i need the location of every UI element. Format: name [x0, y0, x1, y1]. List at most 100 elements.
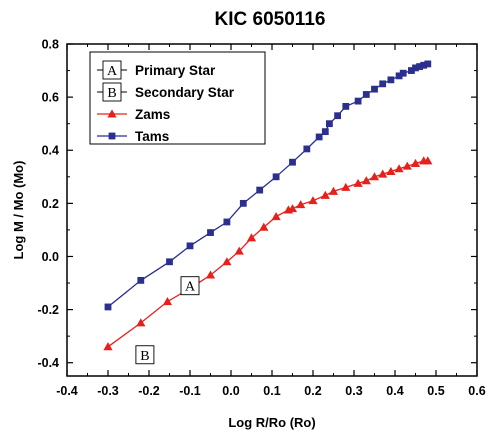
- data-point-zams: [296, 200, 306, 209]
- legend-label: Tams: [135, 129, 169, 144]
- data-point-zams: [353, 178, 363, 187]
- x-tick-label: 0.6: [468, 384, 485, 398]
- x-tick-label: 0.5: [427, 384, 444, 398]
- chart-title: KIC 6050116: [215, 9, 326, 30]
- series-layer: [103, 60, 433, 351]
- data-point-zams: [378, 169, 388, 178]
- y-tick-label: 0.0: [42, 250, 59, 264]
- series-line-tams: [107, 63, 428, 308]
- y-tick-label: 0.8: [42, 38, 59, 52]
- x-tick-label: 0.0: [222, 384, 239, 398]
- data-point-tams: [412, 64, 419, 72]
- x-tick-label: 0.2: [304, 384, 321, 398]
- series-zams: [103, 156, 433, 351]
- series-tams: [104, 60, 432, 311]
- data-point-zams: [205, 270, 216, 279]
- legend-box-marker: [102, 82, 122, 102]
- data-point-tams: [239, 199, 247, 207]
- data-point-zams: [259, 222, 269, 231]
- data-point-tams: [399, 69, 407, 77]
- y-tick-label: 0.4: [42, 144, 59, 158]
- data-point-tams: [420, 61, 428, 69]
- x-tick-label: 0.4: [386, 384, 403, 398]
- data-point-zams: [103, 342, 113, 351]
- x-tick-label: 0.1: [263, 384, 280, 398]
- x-tick-label: -0.1: [179, 384, 201, 398]
- data-point-tams: [424, 60, 432, 68]
- data-point-tams: [371, 85, 378, 93]
- legend-marker: [107, 109, 117, 118]
- axis-ticks: -0.4 -0.3 -0.2 -0.1 0.0 0.1 0.2 0.3 0.4 0.5 0.6 -0.…: [37, 38, 485, 399]
- data-point-zams: [308, 196, 318, 205]
- legend-label: Primary Star: [135, 63, 216, 78]
- data-point-tams: [315, 133, 323, 141]
- legend-item-3: Zams: [97, 107, 170, 122]
- data-point-tams: [166, 258, 173, 266]
- series-line-zams: [107, 160, 428, 348]
- x-tick-label: -0.4: [56, 384, 78, 398]
- data-point-tams: [326, 120, 333, 128]
- y-tick-label: 0.2: [42, 197, 59, 211]
- data-point-tams: [223, 218, 231, 226]
- data-point-tams: [256, 186, 264, 194]
- data-point-zams: [246, 233, 257, 242]
- data-point-zams: [402, 161, 412, 170]
- data-point-zams: [287, 204, 298, 213]
- data-point-tams: [321, 128, 329, 136]
- y-tick-label: -0.2: [37, 303, 59, 317]
- annotation-box: [180, 276, 200, 296]
- annotation-label: A: [185, 280, 196, 295]
- legend-label: Zams: [135, 107, 170, 122]
- annotation-box: [135, 345, 155, 365]
- y-tick-label: -0.4: [37, 356, 59, 370]
- data-point-zams: [410, 158, 421, 167]
- data-point-zams: [386, 166, 396, 175]
- data-point-zams: [341, 182, 351, 191]
- x-tick-label: -0.2: [138, 384, 160, 398]
- annotation-layer: AB: [135, 276, 200, 365]
- data-point-zams: [234, 246, 244, 255]
- data-point-tams: [379, 80, 387, 88]
- data-point-tams: [416, 63, 423, 70]
- data-point-zams: [162, 297, 173, 306]
- data-point-zams: [328, 186, 339, 195]
- data-point-tams: [387, 76, 395, 84]
- data-point-zams: [136, 318, 146, 327]
- data-point-zams: [423, 156, 433, 165]
- data-point-tams: [408, 67, 415, 74]
- data-point-tams: [354, 97, 362, 105]
- data-point-tams: [137, 276, 145, 284]
- legend-item-2: B Secondary Star: [97, 82, 235, 102]
- legend-box-letter: B: [107, 86, 116, 101]
- legend-marker: [108, 132, 116, 140]
- x-tick-label: 0.3: [345, 384, 362, 398]
- data-point-tams: [395, 72, 403, 80]
- legend-item-4: Tams: [97, 129, 169, 144]
- x-tick-label: -0.3: [97, 384, 119, 398]
- x-axis-label: Log R/Ro (Ro): [228, 415, 315, 430]
- legend-box-marker: [102, 60, 122, 80]
- legend-item-1: A Primary Star: [97, 60, 216, 80]
- data-point-zams: [222, 257, 232, 266]
- data-point-zams: [271, 212, 281, 221]
- data-point-tams: [186, 242, 194, 250]
- y-axis-label: Log M / Mo (Mo): [11, 161, 26, 260]
- legend-label: Secondary Star: [135, 85, 235, 100]
- data-point-zams: [394, 164, 404, 173]
- data-point-zams: [369, 172, 380, 181]
- legend-box-letter: A: [107, 64, 118, 79]
- data-point-tams: [362, 91, 370, 98]
- data-point-tams: [104, 303, 112, 311]
- data-point-tams: [334, 112, 341, 120]
- y-tick-label: 0.6: [42, 91, 59, 105]
- annotation-label: B: [140, 349, 149, 364]
- legend: A Primary Star B Secondary Star Zams Tams: [89, 51, 266, 145]
- data-point-zams: [320, 190, 330, 199]
- data-point-tams: [342, 103, 350, 110]
- data-point-tams: [272, 173, 280, 181]
- data-point-zams: [361, 176, 371, 185]
- data-point-tams: [303, 145, 311, 153]
- data-point-tams: [289, 158, 296, 166]
- data-point-tams: [207, 229, 214, 236]
